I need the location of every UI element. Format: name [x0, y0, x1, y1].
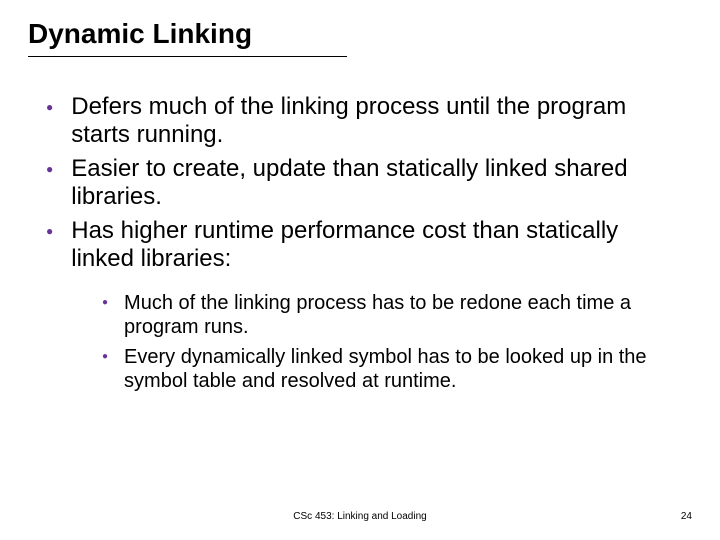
slide-title: Dynamic Linking — [28, 18, 347, 50]
bullet-text: Easier to create, update than statically… — [71, 155, 682, 211]
bullet-icon: ● — [46, 155, 53, 211]
bullet-text: Every dynamically linked symbol has to b… — [124, 345, 682, 393]
bullet-icon: ● — [102, 291, 108, 339]
bullet-level1: ● Has higher runtime performance cost th… — [46, 217, 682, 273]
bullet-icon: ● — [46, 217, 53, 273]
bullet-level2: ● Every dynamically linked symbol has to… — [102, 345, 682, 393]
bullet-level1: ● Defers much of the linking process unt… — [46, 93, 682, 149]
footer-page-number: 24 — [681, 511, 692, 522]
sub-bullets: ● Much of the linking process has to be … — [46, 291, 682, 393]
bullet-icon: ● — [46, 93, 53, 149]
title-wrap: Dynamic Linking — [28, 18, 347, 57]
bullet-text: Defers much of the linking process until… — [71, 93, 682, 149]
bullet-level1: ● Easier to create, update than statical… — [46, 155, 682, 211]
bullet-text: Much of the linking process has to be re… — [124, 291, 682, 339]
bullet-text: Has higher runtime performance cost than… — [71, 217, 682, 273]
bullet-level2: ● Much of the linking process has to be … — [102, 291, 682, 339]
slide: Dynamic Linking ● Defers much of the lin… — [0, 0, 720, 540]
slide-body: ● Defers much of the linking process unt… — [28, 93, 692, 393]
bullet-icon: ● — [102, 345, 108, 393]
footer-center: CSc 453: Linking and Loading — [0, 511, 720, 522]
